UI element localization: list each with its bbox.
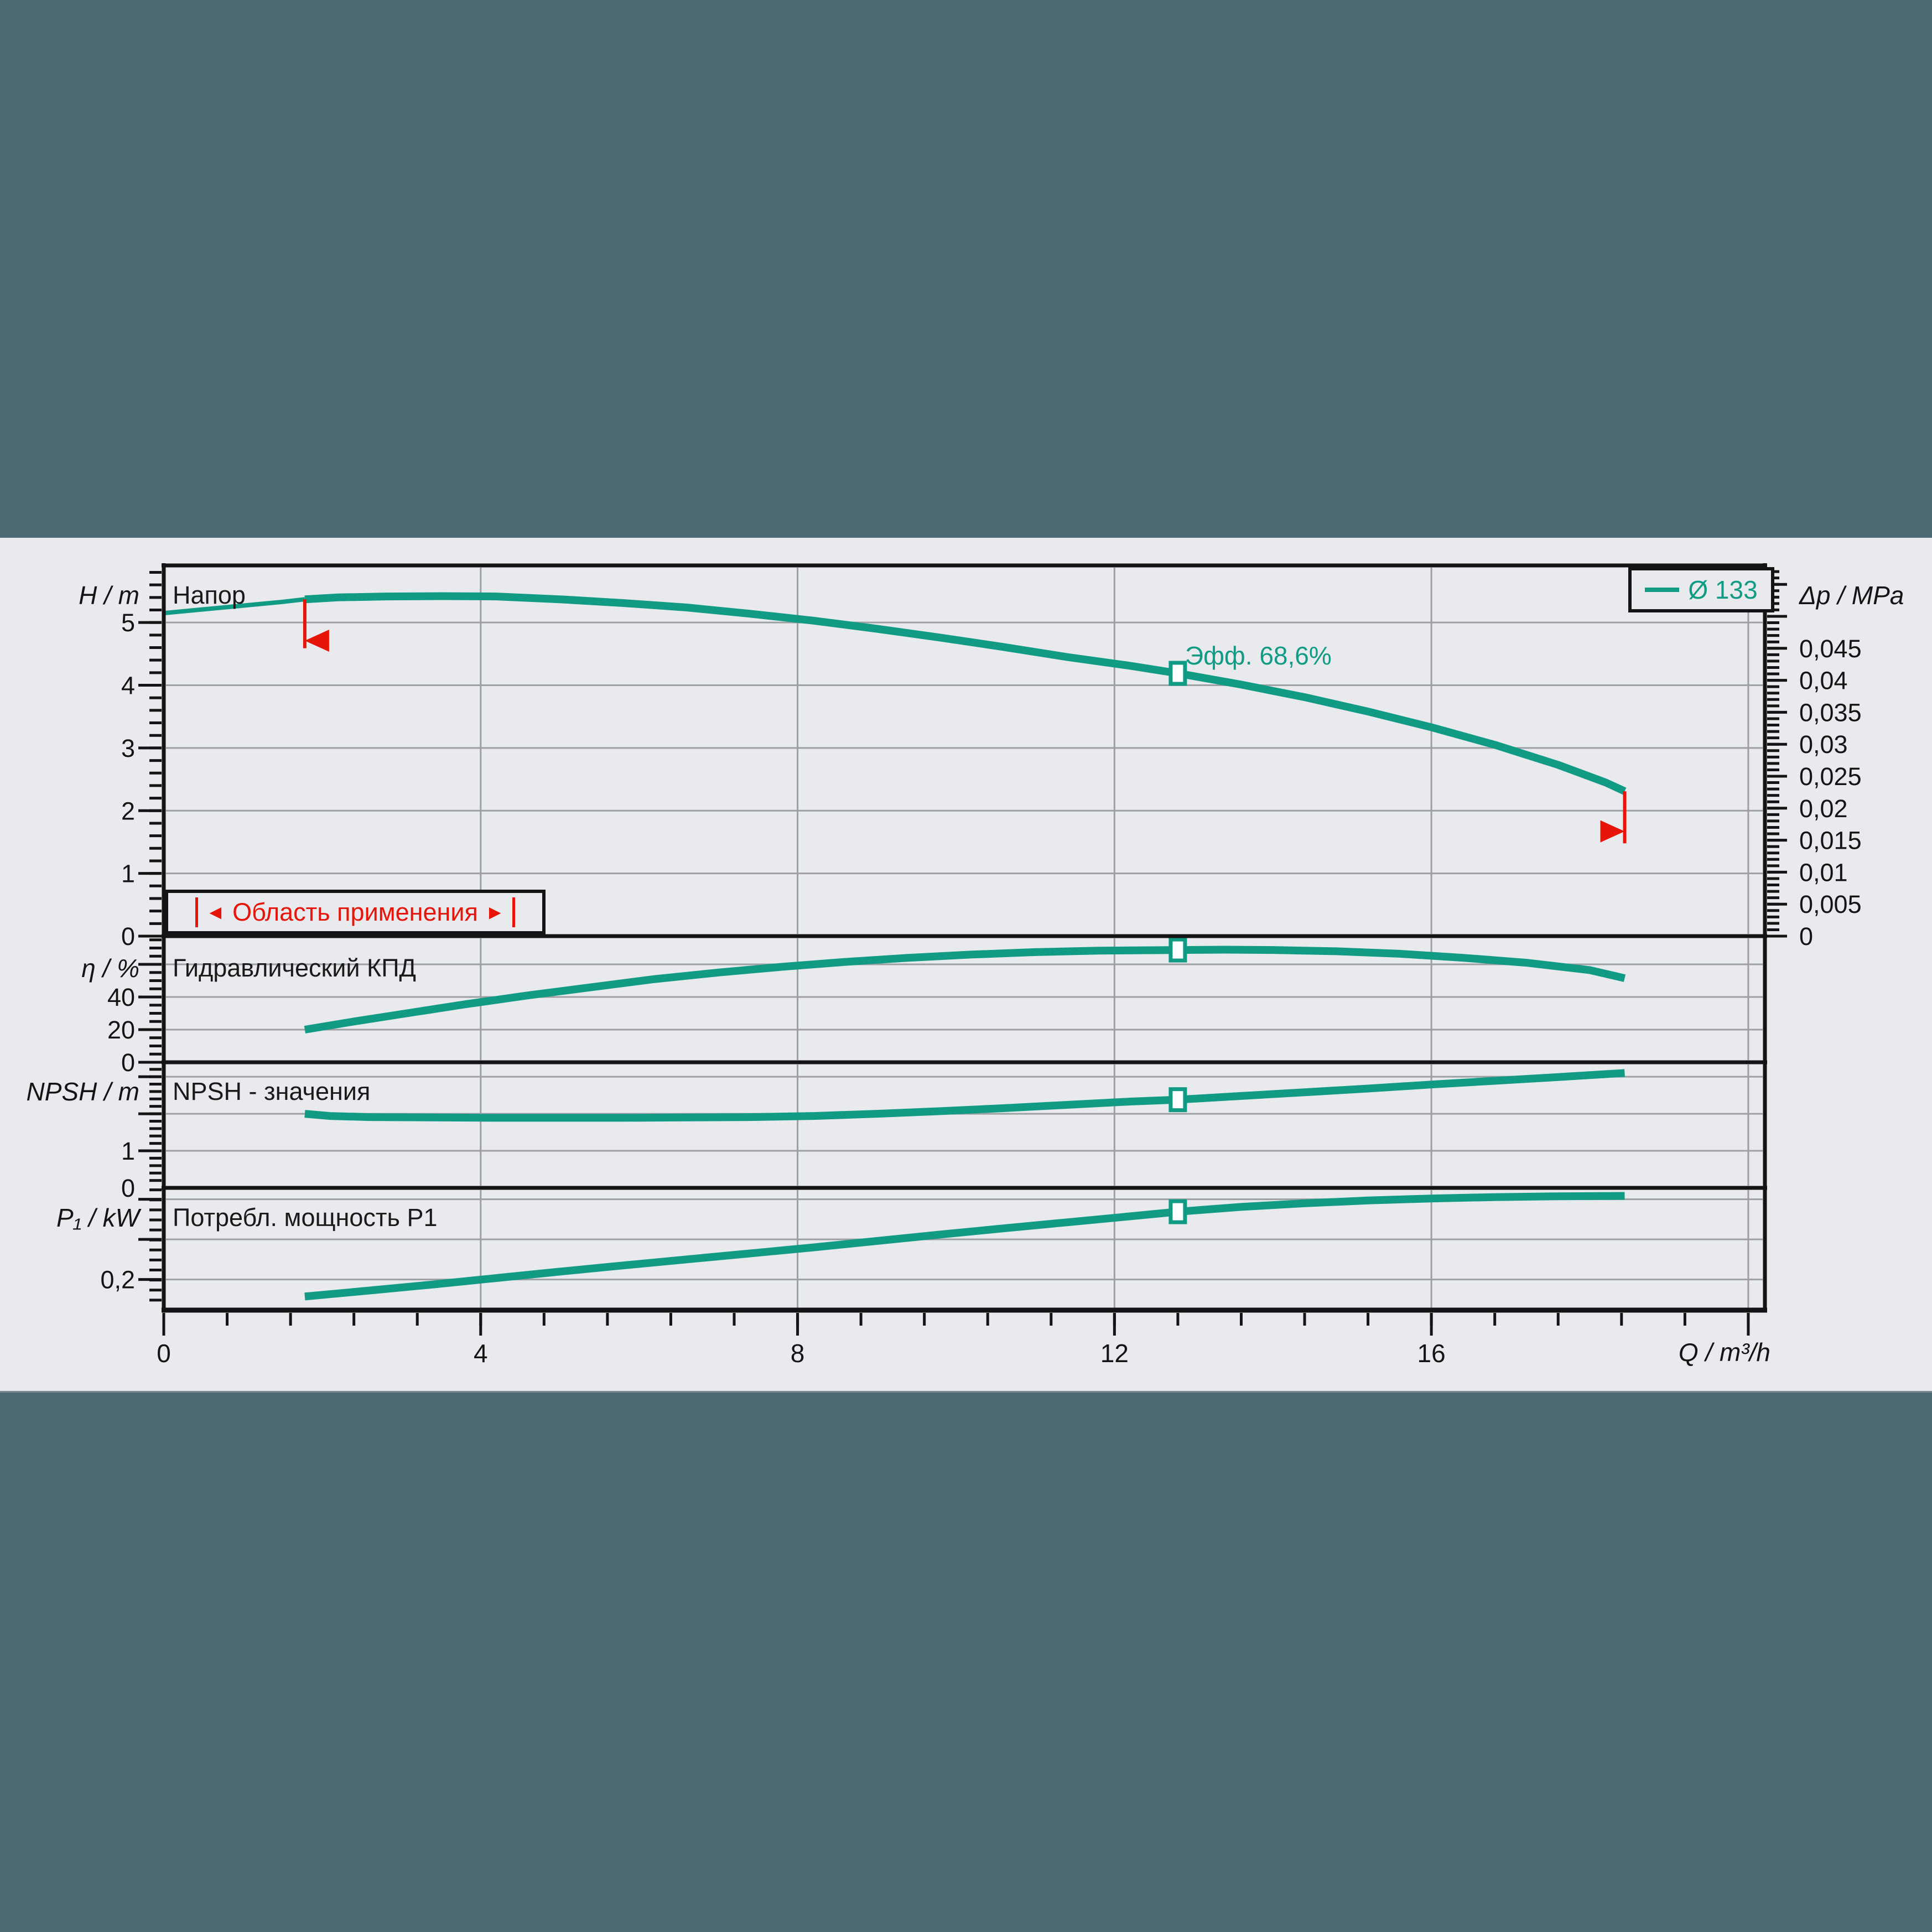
y-tick-label: 40 [107,983,135,1011]
dp-tick-label: 0,025 [1799,762,1862,791]
dp-tick-label: 0,02 [1799,794,1848,823]
y-tick-label: 0 [121,922,135,951]
dp-tick-label: 0,005 [1799,890,1862,918]
dp-tick-label: 0,015 [1799,827,1862,855]
dp-tick-label: 0,045 [1799,635,1862,663]
operating-point-npsh [1168,1087,1187,1113]
efficiency-axis-label: η / % [81,954,139,983]
y-tick-label: 0,2 [100,1266,135,1294]
dp-axis-label: Δp / MPa [1799,581,1904,610]
head-axis-label: H / m [79,581,139,610]
operating-point-efficiency [1168,937,1187,963]
dp-tick-label: 0,01 [1799,858,1848,886]
y-tick-label: 0 [121,1174,135,1202]
legend: Ø 133 [1628,567,1774,612]
y-tick-label: 20 [107,1016,135,1044]
dp-tick-label: 0,03 [1799,730,1848,759]
q-axis-label: Q / m³/h [1678,1338,1770,1367]
min-flow-arrow-icon [304,630,329,652]
y-tick-label: 3 [121,734,135,762]
x-tick-label: 4 [474,1339,488,1368]
curve-npsh [304,1069,1625,1122]
npsh-panel-title: NPSH - значения [173,1077,371,1105]
legend-label: Ø 133 [1688,575,1758,604]
y-tick-label: 4 [121,672,135,700]
application-range-label: Область применения [232,897,478,926]
y-tick-label: 0 [121,1048,135,1077]
range-left-arrow-icon: ◄ [205,900,226,923]
dp-tick-label: 0 [1799,922,1813,951]
band-bottom-edge [0,1391,1932,1393]
operating-point-power_p1 [1168,1199,1187,1224]
x-tick-label: 16 [1417,1339,1446,1368]
y-tick-label: 1 [121,1137,135,1165]
application-range-box: ◄ Область применения ► [165,890,546,934]
curve-efficiency [304,946,1626,1033]
y-tick-label: 1 [121,860,135,888]
npsh-axis-label: NPSH / m [26,1077,139,1106]
curve-power_p1 [304,1192,1625,1301]
operating-point-head [1168,661,1187,686]
p1-panel-title: Потребл. мощность P1 [173,1203,438,1232]
efficiency-panel-title: Гидравлический КПД [173,954,417,982]
efficiency-annotation: Эфф. 68,6% [1185,641,1332,670]
max-flow-arrow-icon [1600,820,1625,843]
range-right-bar-icon [512,897,515,927]
legend-line-sample-icon [1645,588,1680,592]
dp-tick-label: 0,04 [1799,667,1848,695]
range-left-bar-icon [195,897,199,927]
range-right-arrow-icon: ► [485,900,505,923]
head-panel-title: Напор [173,581,246,609]
y-tick-label: 5 [121,609,135,637]
x-tick-label: 8 [791,1339,805,1368]
dp-tick-label: 0,035 [1799,698,1862,726]
curve-head [304,592,1627,795]
x-tick-label: 0 [157,1339,171,1368]
curve-head-lead [163,597,305,616]
y-tick-label: 2 [121,797,135,825]
x-tick-label: 12 [1100,1339,1129,1368]
p1-axis-label: P₁ / kW [56,1203,139,1232]
